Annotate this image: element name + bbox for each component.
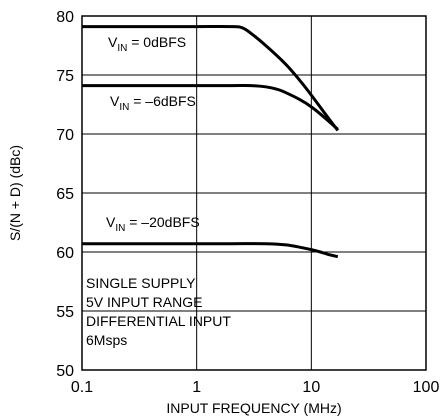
series-line-1 bbox=[82, 84, 339, 131]
series-label-rest: = 0dBFS bbox=[127, 34, 186, 50]
series-label-1: VIN = –6dBFS bbox=[110, 93, 196, 113]
x-tick-labels: 0.1 1 10 100 bbox=[71, 379, 440, 396]
y-tick-label: 55 bbox=[56, 304, 74, 321]
series-line-0 bbox=[81, 25, 339, 132]
series-lines bbox=[81, 25, 339, 259]
x-tick-label: 100 bbox=[413, 379, 440, 396]
y-tick-label: 60 bbox=[56, 245, 74, 262]
y-tick-label: 75 bbox=[56, 68, 74, 85]
series-label-main: V bbox=[108, 34, 118, 50]
series-line-2 bbox=[82, 242, 339, 259]
series-label-main: V bbox=[106, 214, 116, 230]
annotation-block: SINGLE SUPPLY 5V INPUT RANGE DIFFERENTIAL … bbox=[86, 275, 231, 348]
y-tick-label: 70 bbox=[56, 127, 74, 144]
annotation-line: 5V INPUT RANGE bbox=[86, 294, 202, 310]
y-axis-label: S/(N + D) (dBc) bbox=[7, 145, 23, 241]
y-tick-label: 80 bbox=[56, 9, 74, 26]
series-label-main: V bbox=[110, 93, 120, 109]
x-axis-label: INPUT FREQUENCY (MHz) bbox=[166, 400, 341, 416]
y-tick-labels: 50 55 60 65 70 75 80 bbox=[56, 9, 74, 380]
y-tick-label: 50 bbox=[56, 363, 74, 380]
x-tick-label: 0.1 bbox=[71, 379, 93, 396]
series-label-sub: IN bbox=[119, 102, 129, 113]
annotation-line: DIFFERENTIAL INPUT bbox=[86, 313, 231, 329]
plot-frame bbox=[81, 15, 427, 371]
annotation-line: SINGLE SUPPLY bbox=[86, 275, 196, 291]
annotation-line: 6Msps bbox=[86, 332, 127, 348]
x-tick-label: 1 bbox=[192, 379, 201, 396]
series-label-rest: = –20dBFS bbox=[125, 214, 199, 230]
series-label-2: VIN = –20dBFS bbox=[106, 214, 200, 234]
series-label-0: VIN = 0dBFS bbox=[108, 34, 186, 54]
series-label-sub: IN bbox=[115, 223, 125, 234]
series-label-rest: = –6dBFS bbox=[129, 93, 196, 109]
x-tick-label: 10 bbox=[302, 379, 320, 396]
y-tick-label: 65 bbox=[56, 186, 74, 203]
series-label-sub: IN bbox=[117, 43, 127, 54]
